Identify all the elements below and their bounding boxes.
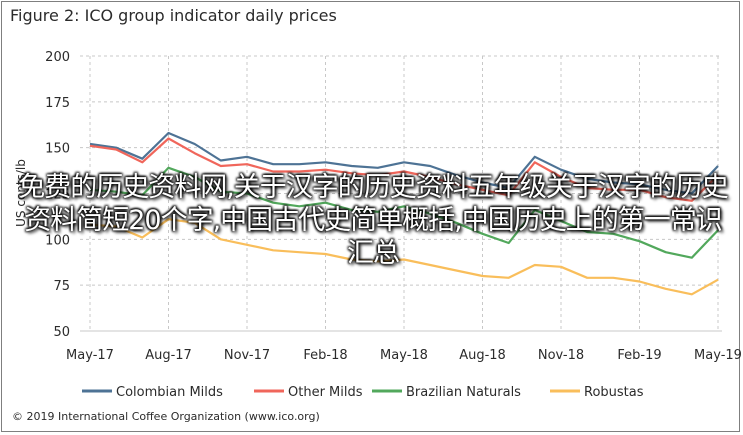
x-tick-label: Aug-18 (459, 348, 506, 363)
y-tick-labels: 50 75 100 125 150 175 200 (45, 50, 70, 340)
x-tick-label: Aug-17 (145, 348, 192, 363)
x-tick-label: Feb-18 (303, 348, 347, 363)
y-tick-label: 175 (45, 96, 70, 111)
series-line (89, 137, 719, 202)
series-line (89, 166, 719, 259)
x-tick-label: Nov-17 (224, 348, 270, 363)
legend: Colombian Milds Other Milds Brazilian Natu… (82, 385, 644, 400)
y-axis-label: US cents/lb (14, 159, 28, 227)
y-tick-label: 75 (53, 279, 70, 294)
legend-label: Robustas (584, 385, 644, 400)
y-tick-label: 200 (45, 50, 70, 65)
x-tick-label: May-17 (66, 348, 114, 363)
series-line (89, 218, 719, 296)
watermark-overlay: 免费的历史资料网,关于汉字的历史资料五年级关于汉字的历史资料简短20个字,中国古… (18, 172, 729, 269)
y-tick-label: 50 (53, 325, 70, 340)
grid-lines (80, 55, 722, 332)
legend-label: Colombian Milds (116, 385, 223, 400)
series-line (89, 131, 719, 195)
x-tick-label: Feb-19 (617, 348, 661, 363)
chart-title: Figure 2: ICO group indicator daily pric… (10, 6, 337, 25)
x-tick-label: May-19 (694, 348, 742, 363)
legend-label: Brazilian Naturals (406, 385, 521, 400)
series-lines (89, 131, 719, 296)
copyright-notice: © 2019 International Coffee Organization… (12, 410, 320, 423)
y-tick-label: 100 (45, 233, 70, 248)
y-tick-label: 125 (45, 188, 70, 203)
x-tick-labels: May-17 Aug-17 Nov-17 Feb-18 May-18 Aug-18 Nov-… (66, 348, 742, 363)
x-tick-label: May-18 (380, 348, 428, 363)
y-tick-label: 150 (45, 142, 70, 157)
legend-label: Other Milds (288, 385, 363, 400)
x-tick-label: Nov-18 (538, 348, 584, 363)
